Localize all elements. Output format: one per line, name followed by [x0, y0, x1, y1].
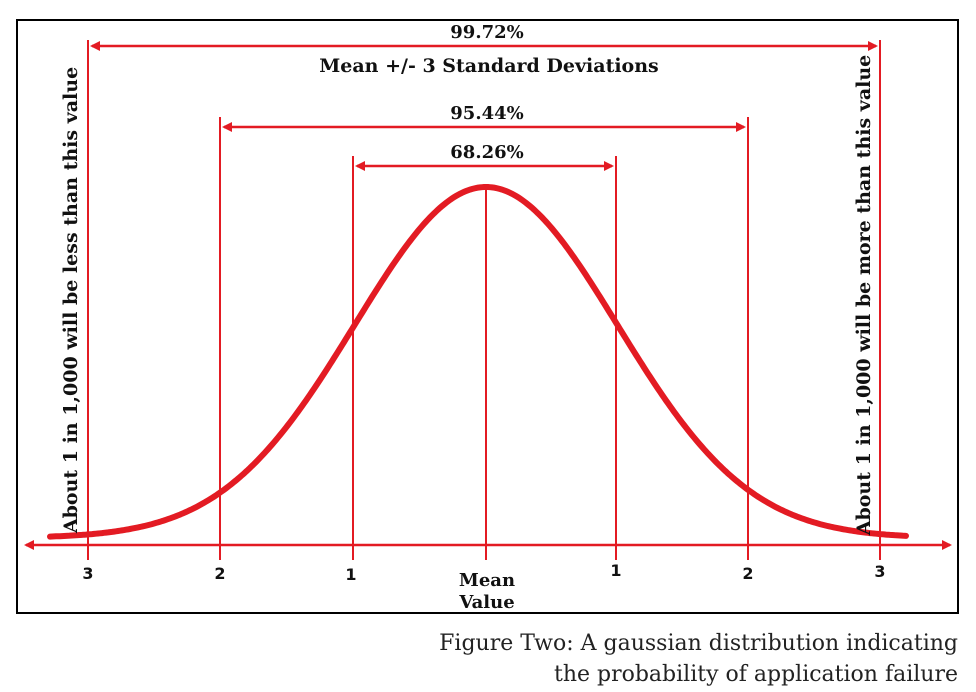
percent-three-sigma: 99.72%: [450, 22, 523, 43]
mean-label-line2: Value: [458, 592, 514, 613]
caption-line-2: the probability of application failure: [553, 662, 958, 687]
percent-two-sigma: 95.44%: [450, 103, 523, 124]
tick-plus-1: 1: [610, 561, 621, 580]
right-tail-note: About 1 in 1,000 will be more than this …: [853, 55, 875, 537]
tick-minus-1: 1: [345, 565, 356, 584]
tick-minus-2: 2: [214, 564, 225, 583]
bell-curve: [47, 184, 909, 540]
label-backdrop-three-sigma: [446, 22, 528, 42]
range-label: Mean +/- 3 Standard Deviations: [319, 55, 659, 77]
caption-line-1: Figure Two: A gaussian distribution indi…: [439, 631, 958, 656]
tick-plus-3: 3: [874, 562, 885, 581]
tick-plus-2: 2: [742, 564, 753, 583]
left-tail-note: About 1 in 1,000 will be less than this …: [60, 67, 82, 534]
mean-label-line1: Mean: [459, 570, 515, 591]
percent-one-sigma: 68.26%: [450, 142, 523, 163]
diagram-frame: [16, 19, 959, 614]
tick-minus-3: 3: [82, 564, 93, 583]
figure-caption: Figure Two: A gaussian distribution indi…: [439, 628, 958, 690]
